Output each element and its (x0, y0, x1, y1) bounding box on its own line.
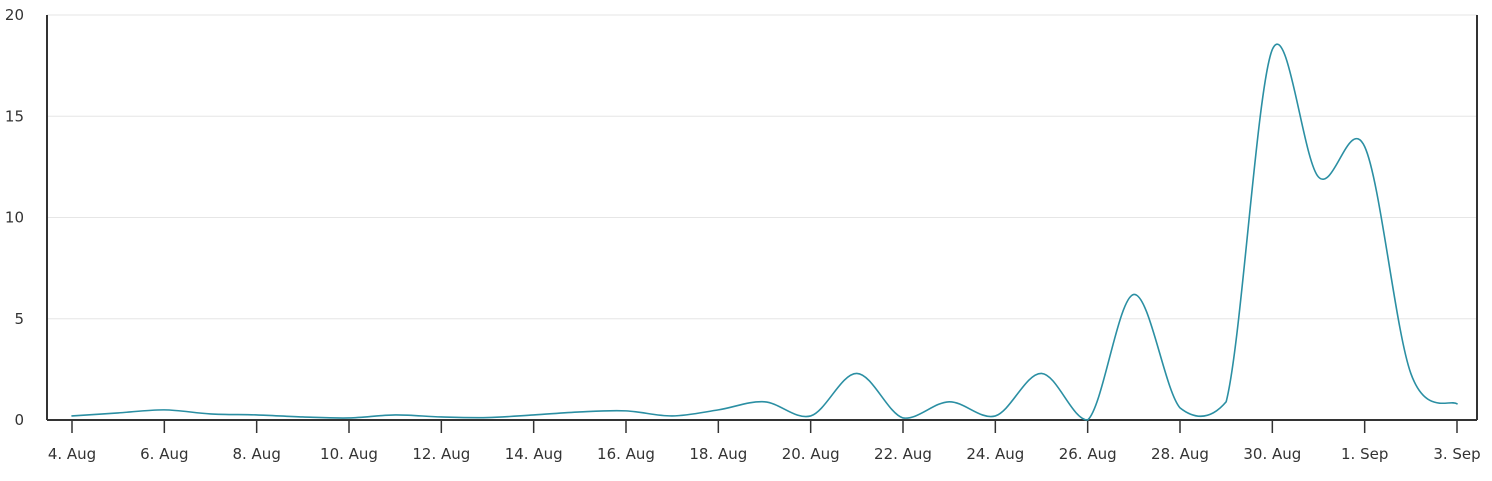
x-tick-label: 16. Aug (597, 445, 655, 463)
x-tick-label: 6. Aug (140, 445, 188, 463)
x-tick-label: 30. Aug (1243, 445, 1301, 463)
axes (46, 15, 1478, 433)
x-tick-label: 3. Sep (1433, 445, 1480, 463)
x-tick-label: 26. Aug (1059, 445, 1117, 463)
series-layer (71, 43, 1458, 421)
x-tick-label: 4. Aug (48, 445, 96, 463)
y-tick-label: 0 (14, 411, 24, 429)
y-tick-label: 15 (5, 107, 24, 125)
x-tick-label: 10. Aug (320, 445, 378, 463)
y-tick-label: 5 (14, 310, 24, 328)
y-tick-label: 20 (5, 6, 24, 24)
y-tick-labels: 0 5 10 15 20 (5, 6, 24, 429)
x-tick-label: 22. Aug (874, 445, 932, 463)
x-tick-label: 8. Aug (232, 445, 280, 463)
x-tick-label: 24. Aug (966, 445, 1024, 463)
x-tick-labels: 4. Aug 6. Aug 8. Aug 10. Aug 12. Aug 14. Aug 1… (48, 445, 1481, 463)
series-line-0 (71, 43, 1458, 421)
gridlines (47, 14, 1477, 320)
x-tick-label: 20. Aug (782, 445, 840, 463)
x-tick-label: 14. Aug (505, 445, 563, 463)
x-tick-label: 28. Aug (1151, 445, 1209, 463)
y-tick-label: 10 (5, 209, 24, 227)
x-tick-label: 1. Sep (1341, 445, 1388, 463)
x-tick-label: 18. Aug (689, 445, 747, 463)
x-tick-label: 12. Aug (412, 445, 470, 463)
